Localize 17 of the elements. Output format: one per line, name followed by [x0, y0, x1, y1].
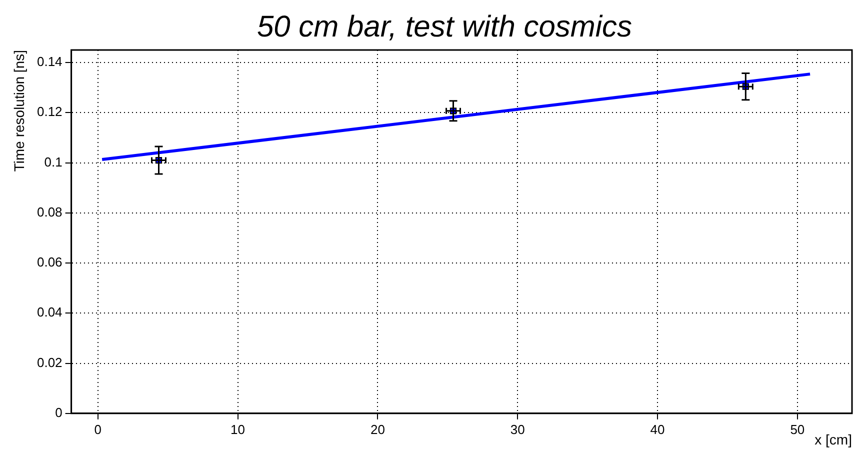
y-tick-label: 0.12: [36, 104, 62, 120]
y-tick-label: 0.02: [36, 354, 62, 370]
chart-title: 50 cm bar, test with cosmics: [256, 10, 632, 44]
x-tick-label: 50: [790, 422, 805, 437]
y-tick-label: 0.1: [44, 154, 62, 170]
y-tick-label: 0: [55, 404, 62, 420]
y-tick-label: 0.14: [36, 54, 62, 70]
y-axis-title: Time resolution [ns]: [10, 50, 27, 172]
y-tick-label: 0.06: [36, 254, 62, 270]
x-tick-label: 0: [94, 422, 102, 437]
x-tick-label: 30: [510, 422, 525, 437]
x-axis-title: x [cm]: [814, 431, 852, 448]
y-tick-label: 0.08: [36, 204, 62, 220]
x-tick-label: 20: [370, 422, 385, 437]
x-tick-label: 10: [230, 422, 246, 437]
x-tick-label: 40: [650, 422, 665, 437]
y-tick-label: 0.04: [36, 304, 62, 320]
